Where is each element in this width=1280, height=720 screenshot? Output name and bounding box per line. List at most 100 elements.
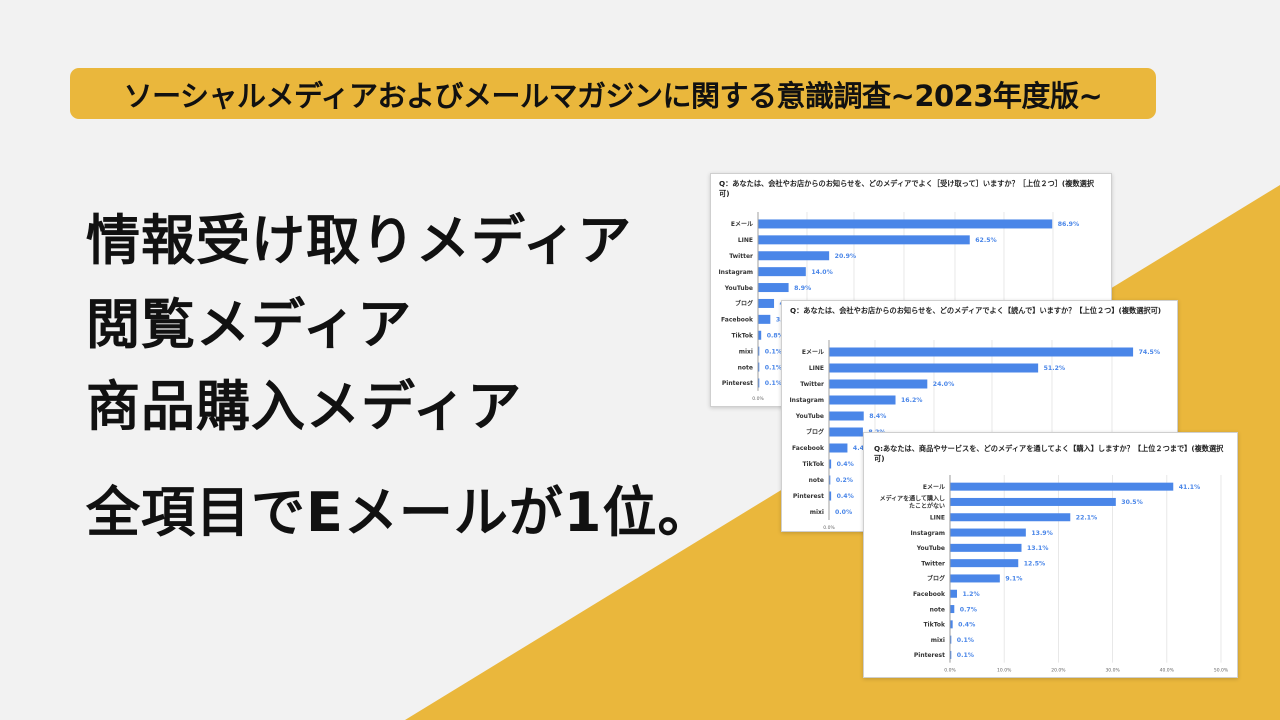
data-label: 0.1%	[957, 637, 974, 644]
data-label: 8.4%	[869, 413, 886, 420]
data-label: 16.2%	[901, 397, 922, 404]
category-label: Eメール	[731, 221, 753, 228]
bar	[758, 298, 775, 308]
bar	[829, 379, 928, 389]
survey-title: ソーシャルメディアおよびメールマガジンに関する意識調査~2023年度版~	[123, 78, 1103, 113]
category-label: note	[930, 606, 945, 613]
bar	[829, 427, 863, 437]
data-label: 62.5%	[975, 237, 996, 244]
category-label: Eメール	[923, 484, 945, 491]
bar	[829, 459, 832, 469]
data-label: 13.1%	[1027, 545, 1048, 552]
bar	[758, 251, 830, 261]
data-label: 0.0%	[835, 509, 852, 516]
data-label: 9.1%	[1005, 576, 1022, 583]
bar	[758, 378, 760, 388]
category-label: たことがない	[909, 502, 945, 510]
tick-label: 50.0%	[1214, 668, 1229, 674]
category-label: Twitter	[800, 381, 824, 388]
category-label: Eメール	[802, 349, 824, 356]
data-label: 12.5%	[1024, 560, 1045, 567]
tick-label: 0.0%	[944, 668, 956, 674]
category-label: Facebook	[792, 445, 825, 452]
survey-title-banner: ソーシャルメディアおよびメールマガジンに関する意識調査~2023年度版~	[70, 68, 1156, 119]
category-label: mixi	[931, 637, 945, 644]
category-label: note	[738, 364, 753, 371]
bar	[950, 513, 1071, 522]
category-label: TikTok	[731, 332, 754, 339]
bar	[758, 346, 760, 356]
category-label: mixi	[810, 509, 824, 516]
data-label: 86.9%	[1058, 221, 1079, 228]
data-label: 0.7%	[960, 606, 977, 613]
category-label: LINE	[809, 365, 824, 372]
data-label: 22.1%	[1076, 514, 1097, 521]
category-label: mixi	[739, 348, 753, 355]
data-label: 1.2%	[963, 591, 980, 598]
chart-panel-purchase: Q:あなたは、商品やサービスを、どのメディアを通してよく【購入】しますか？【上位…	[863, 432, 1238, 678]
bar	[950, 589, 958, 598]
bar	[758, 219, 1053, 229]
category-label: ブログ	[806, 428, 824, 436]
data-label: 0.8%	[767, 332, 784, 339]
tick-label: 0.0%	[823, 525, 835, 531]
bar	[950, 559, 1019, 568]
category-label: Facebook	[721, 317, 754, 324]
headline-receive-media: 情報受け取りメディア	[86, 209, 633, 272]
category-label: TikTok	[923, 622, 946, 629]
data-label: 24.0%	[933, 381, 954, 388]
category-label: YouTube	[724, 285, 753, 292]
data-label: 0.4%	[837, 461, 854, 468]
data-label: 41.1%	[1179, 484, 1200, 491]
data-label: 0.4%	[837, 493, 854, 500]
category-label: note	[809, 477, 824, 484]
data-label: 20.9%	[835, 253, 856, 260]
chart-title-receive: Q：あなたは、会社やお店からのお知らせを、どのメディアでよく［受け取って］います…	[719, 179, 1094, 198]
bar	[950, 482, 1174, 491]
data-label: 0.1%	[765, 380, 782, 387]
bar	[758, 330, 762, 340]
data-label: 4.4%	[853, 445, 870, 452]
bar	[950, 497, 1116, 506]
chart-title-purchase: Q:あなたは、商品やサービスを、どのメディアを通してよく【購入】しますか？【上位…	[874, 444, 1224, 463]
bar	[758, 362, 760, 372]
category-label: LINE	[738, 237, 753, 244]
tick-label: 40.0%	[1160, 668, 1175, 674]
data-label: 0.4%	[958, 622, 975, 629]
bar	[829, 395, 896, 405]
bar	[950, 635, 952, 644]
data-label: 13.9%	[1031, 530, 1052, 537]
tick-label: 10.0%	[997, 668, 1012, 674]
bar	[758, 267, 806, 277]
bar	[758, 235, 970, 245]
category-label: Pinterest	[793, 493, 824, 500]
bar	[950, 528, 1026, 537]
data-label: 0.1%	[957, 652, 974, 659]
bar	[758, 283, 789, 293]
category-label: Instagram	[718, 269, 753, 276]
chart-title-read: Q：あなたは、会社やお店からのお知らせを、どのメディアでよく【読んで】いますか？…	[790, 306, 1162, 315]
data-label: 51.2%	[1044, 365, 1065, 372]
category-label: ブログ	[735, 300, 753, 308]
tick-label: 0.0%	[752, 396, 764, 402]
bar	[829, 475, 831, 485]
category-label: メディアを通して購入し	[880, 494, 945, 502]
data-label: 74.5%	[1139, 349, 1160, 356]
category-label: LINE	[930, 514, 945, 521]
headline-conclusion: 全項目でEメールが1位。	[86, 481, 713, 544]
data-label: 0.1%	[765, 364, 782, 371]
category-label: Instagram	[910, 530, 945, 537]
tick-label: 20.0%	[1051, 668, 1066, 674]
tick-label: 30.0%	[1105, 668, 1120, 674]
category-label: TikTok	[802, 461, 825, 468]
data-label: 14.0%	[811, 269, 832, 276]
bar	[950, 650, 952, 659]
category-label: Instagram	[789, 397, 824, 404]
bar	[758, 314, 771, 324]
headline-purchase-media: 商品購入メディア	[86, 375, 523, 438]
headline-read-media: 閲覧メディア	[86, 293, 413, 356]
bar	[829, 347, 1134, 357]
bar	[950, 543, 1022, 552]
bar	[950, 620, 953, 629]
data-label: 0.2%	[836, 477, 853, 484]
